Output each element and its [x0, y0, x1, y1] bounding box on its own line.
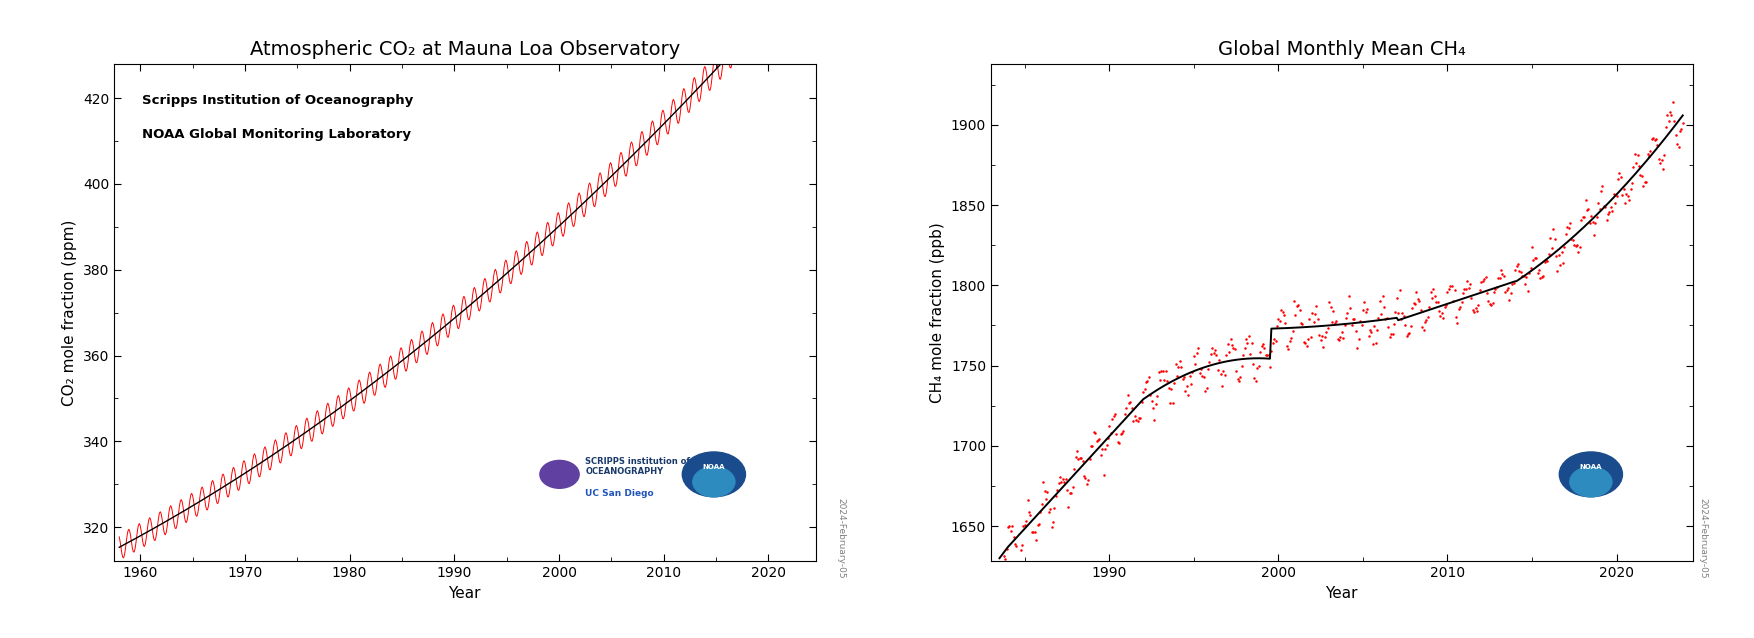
Text: 2024-February-05: 2024-February-05 — [1698, 498, 1707, 578]
Y-axis label: CO₂ mole fraction (ppm): CO₂ mole fraction (ppm) — [61, 219, 77, 406]
Title: Atmospheric CO₂ at Mauna Loa Observatory: Atmospheric CO₂ at Mauna Loa Observatory — [249, 40, 681, 59]
Text: NOAA: NOAA — [1580, 464, 1601, 470]
Text: 2024-February-05: 2024-February-05 — [837, 498, 845, 578]
Text: NOAA Global Monitoring Laboratory: NOAA Global Monitoring Laboratory — [142, 128, 410, 142]
Text: SCRIPPS institution of
OCEANOGRAPHY: SCRIPPS institution of OCEANOGRAPHY — [586, 457, 691, 477]
Circle shape — [540, 461, 579, 488]
Title: Global Monthly Mean CH₄: Global Monthly Mean CH₄ — [1217, 40, 1466, 59]
Circle shape — [682, 452, 745, 497]
Circle shape — [1559, 452, 1622, 497]
Circle shape — [693, 467, 735, 497]
Text: NOAA: NOAA — [703, 464, 724, 470]
Text: UC San Diego: UC San Diego — [586, 489, 654, 498]
X-axis label: Year: Year — [449, 586, 481, 601]
X-axis label: Year: Year — [1326, 586, 1358, 601]
Y-axis label: CH₄ mole fraction (ppb): CH₄ mole fraction (ppb) — [930, 222, 945, 403]
Text: Scripps Institution of Oceanography: Scripps Institution of Oceanography — [142, 94, 414, 107]
Circle shape — [1570, 467, 1612, 497]
